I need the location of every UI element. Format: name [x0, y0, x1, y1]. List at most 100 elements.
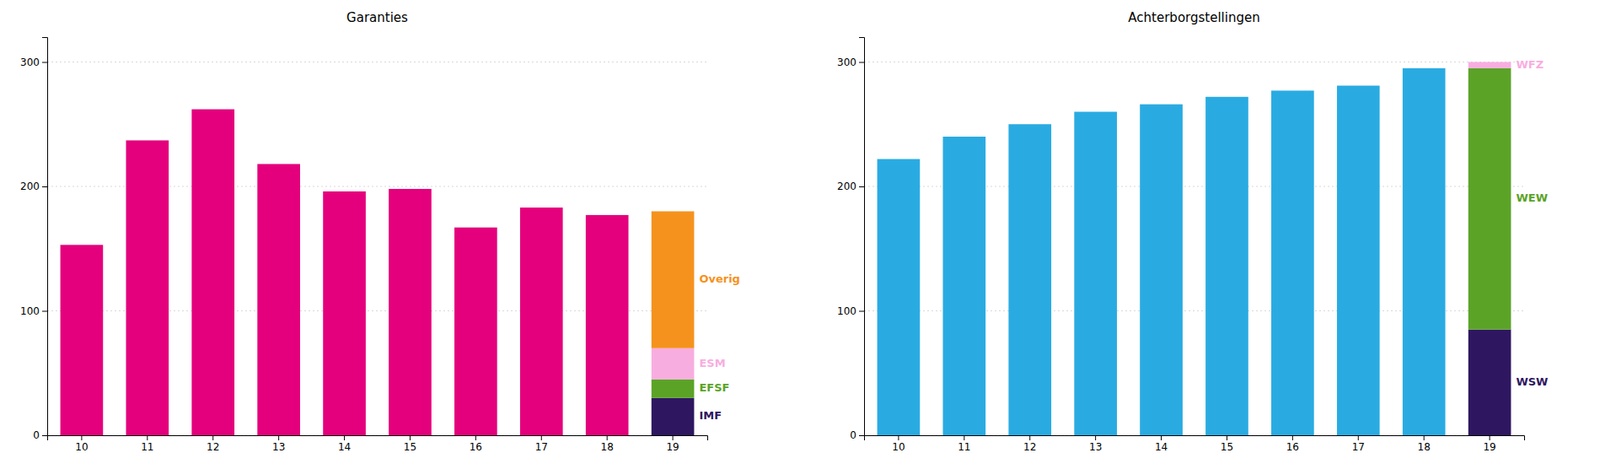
panel: 010020030010111213141516171819IMFEFSFESM… — [20, 10, 741, 453]
bars — [60, 109, 695, 435]
tick-label: 17 — [535, 440, 548, 453]
bar — [1139, 103, 1183, 105]
tick-label: 18 — [601, 440, 614, 453]
bar — [651, 379, 695, 398]
tick: 17 — [1352, 434, 1365, 453]
axis-line — [42, 37, 49, 436]
bar — [1008, 123, 1052, 125]
tick-label: 12 — [1023, 440, 1037, 453]
bar — [60, 244, 104, 246]
bar — [388, 187, 432, 189]
bar-series — [1468, 329, 1512, 435]
tick-label: 11 — [957, 440, 971, 453]
tick: 11 — [957, 434, 971, 453]
bar — [1073, 111, 1117, 113]
grid — [47, 62, 708, 436]
tick-label: 200 — [837, 180, 857, 193]
segment-label: WFZ — [1515, 58, 1544, 71]
bar — [388, 187, 432, 189]
bar — [1205, 96, 1249, 97]
tick: 200 — [837, 180, 865, 193]
tick: 16 — [469, 434, 483, 453]
tick-mark — [42, 434, 48, 436]
bar — [651, 348, 695, 380]
bar — [1139, 104, 1183, 435]
bar — [322, 190, 366, 192]
bar — [60, 244, 104, 246]
axis-line — [859, 37, 865, 436]
tick-mark — [1423, 434, 1425, 441]
tick: 17 — [535, 434, 548, 453]
tick-label: 200 — [20, 180, 40, 193]
bar — [1139, 103, 1183, 105]
bar — [322, 190, 366, 192]
bar — [257, 163, 301, 165]
tick: 100 — [837, 305, 865, 317]
bar — [942, 136, 986, 435]
tick: 15 — [403, 434, 417, 453]
tick: 300 — [837, 56, 865, 69]
segment-label: WSW — [1515, 375, 1548, 388]
bar — [454, 226, 498, 228]
tick-label: 16 — [469, 440, 483, 453]
tick-label: 100 — [20, 305, 40, 317]
segment-labels: IMFEFSFESMOverig — [698, 272, 741, 422]
tick-label: 14 — [1154, 440, 1168, 453]
tick-mark — [42, 62, 48, 64]
bar — [191, 109, 235, 435]
tick-label: 10 — [75, 440, 88, 453]
bar-series — [1468, 62, 1512, 69]
axis-line — [864, 435, 1525, 441]
tick-label: 15 — [403, 440, 417, 453]
tick-mark — [80, 434, 82, 441]
tick: 19 — [665, 434, 679, 453]
tick: 18 — [601, 434, 614, 453]
bar — [125, 139, 169, 141]
tick-mark — [42, 186, 48, 188]
bar — [454, 226, 498, 228]
tick-label: 10 — [891, 440, 905, 453]
bar — [125, 139, 169, 141]
tick-label: 16 — [1286, 440, 1300, 453]
tick-mark — [1292, 434, 1294, 441]
bar — [1402, 67, 1446, 69]
tick: 14 — [1154, 434, 1168, 453]
tick-mark — [897, 434, 899, 441]
bar-series — [651, 211, 695, 349]
tick-label: 0 — [32, 429, 40, 441]
tick: 12 — [1023, 434, 1037, 453]
bar — [454, 226, 498, 228]
chart-canvas: 0 100 200 300 10 11 12 13 14 15 16 17 18 19 IMFEFSFESM… — [0, 0, 1600, 469]
tick: 0 — [32, 429, 48, 441]
tick-mark — [672, 434, 674, 441]
tick: 13 — [1089, 434, 1102, 453]
bar — [1073, 111, 1117, 113]
x-axis: 10111213141516171819 — [48, 434, 709, 453]
tick-mark — [146, 434, 148, 441]
bar — [585, 214, 629, 215]
chart-title: Achterborgstellingen — [1127, 10, 1260, 26]
bar — [1402, 67, 1446, 69]
bar — [454, 227, 498, 435]
bar — [877, 158, 921, 160]
axis-line — [48, 435, 709, 441]
segment-label: WEW — [1515, 191, 1548, 205]
y-axis: 0100200300 — [20, 37, 48, 442]
tick-label: 11 — [140, 440, 154, 453]
bar — [1205, 96, 1249, 97]
bar — [520, 207, 564, 435]
bar — [60, 244, 104, 435]
tick: 16 — [1286, 434, 1300, 453]
bar — [942, 136, 986, 138]
bar-series — [60, 109, 629, 435]
tick: 14 — [338, 434, 351, 453]
tick-mark — [606, 434, 608, 441]
bar — [1468, 68, 1512, 330]
tick-mark — [1226, 434, 1228, 441]
grid-line — [47, 61, 708, 63]
bar — [1271, 90, 1315, 435]
tick-label: 300 — [837, 56, 857, 69]
y-axis: 0100200300 — [837, 37, 865, 442]
bar — [1271, 90, 1315, 92]
tick: 10 — [75, 434, 88, 453]
